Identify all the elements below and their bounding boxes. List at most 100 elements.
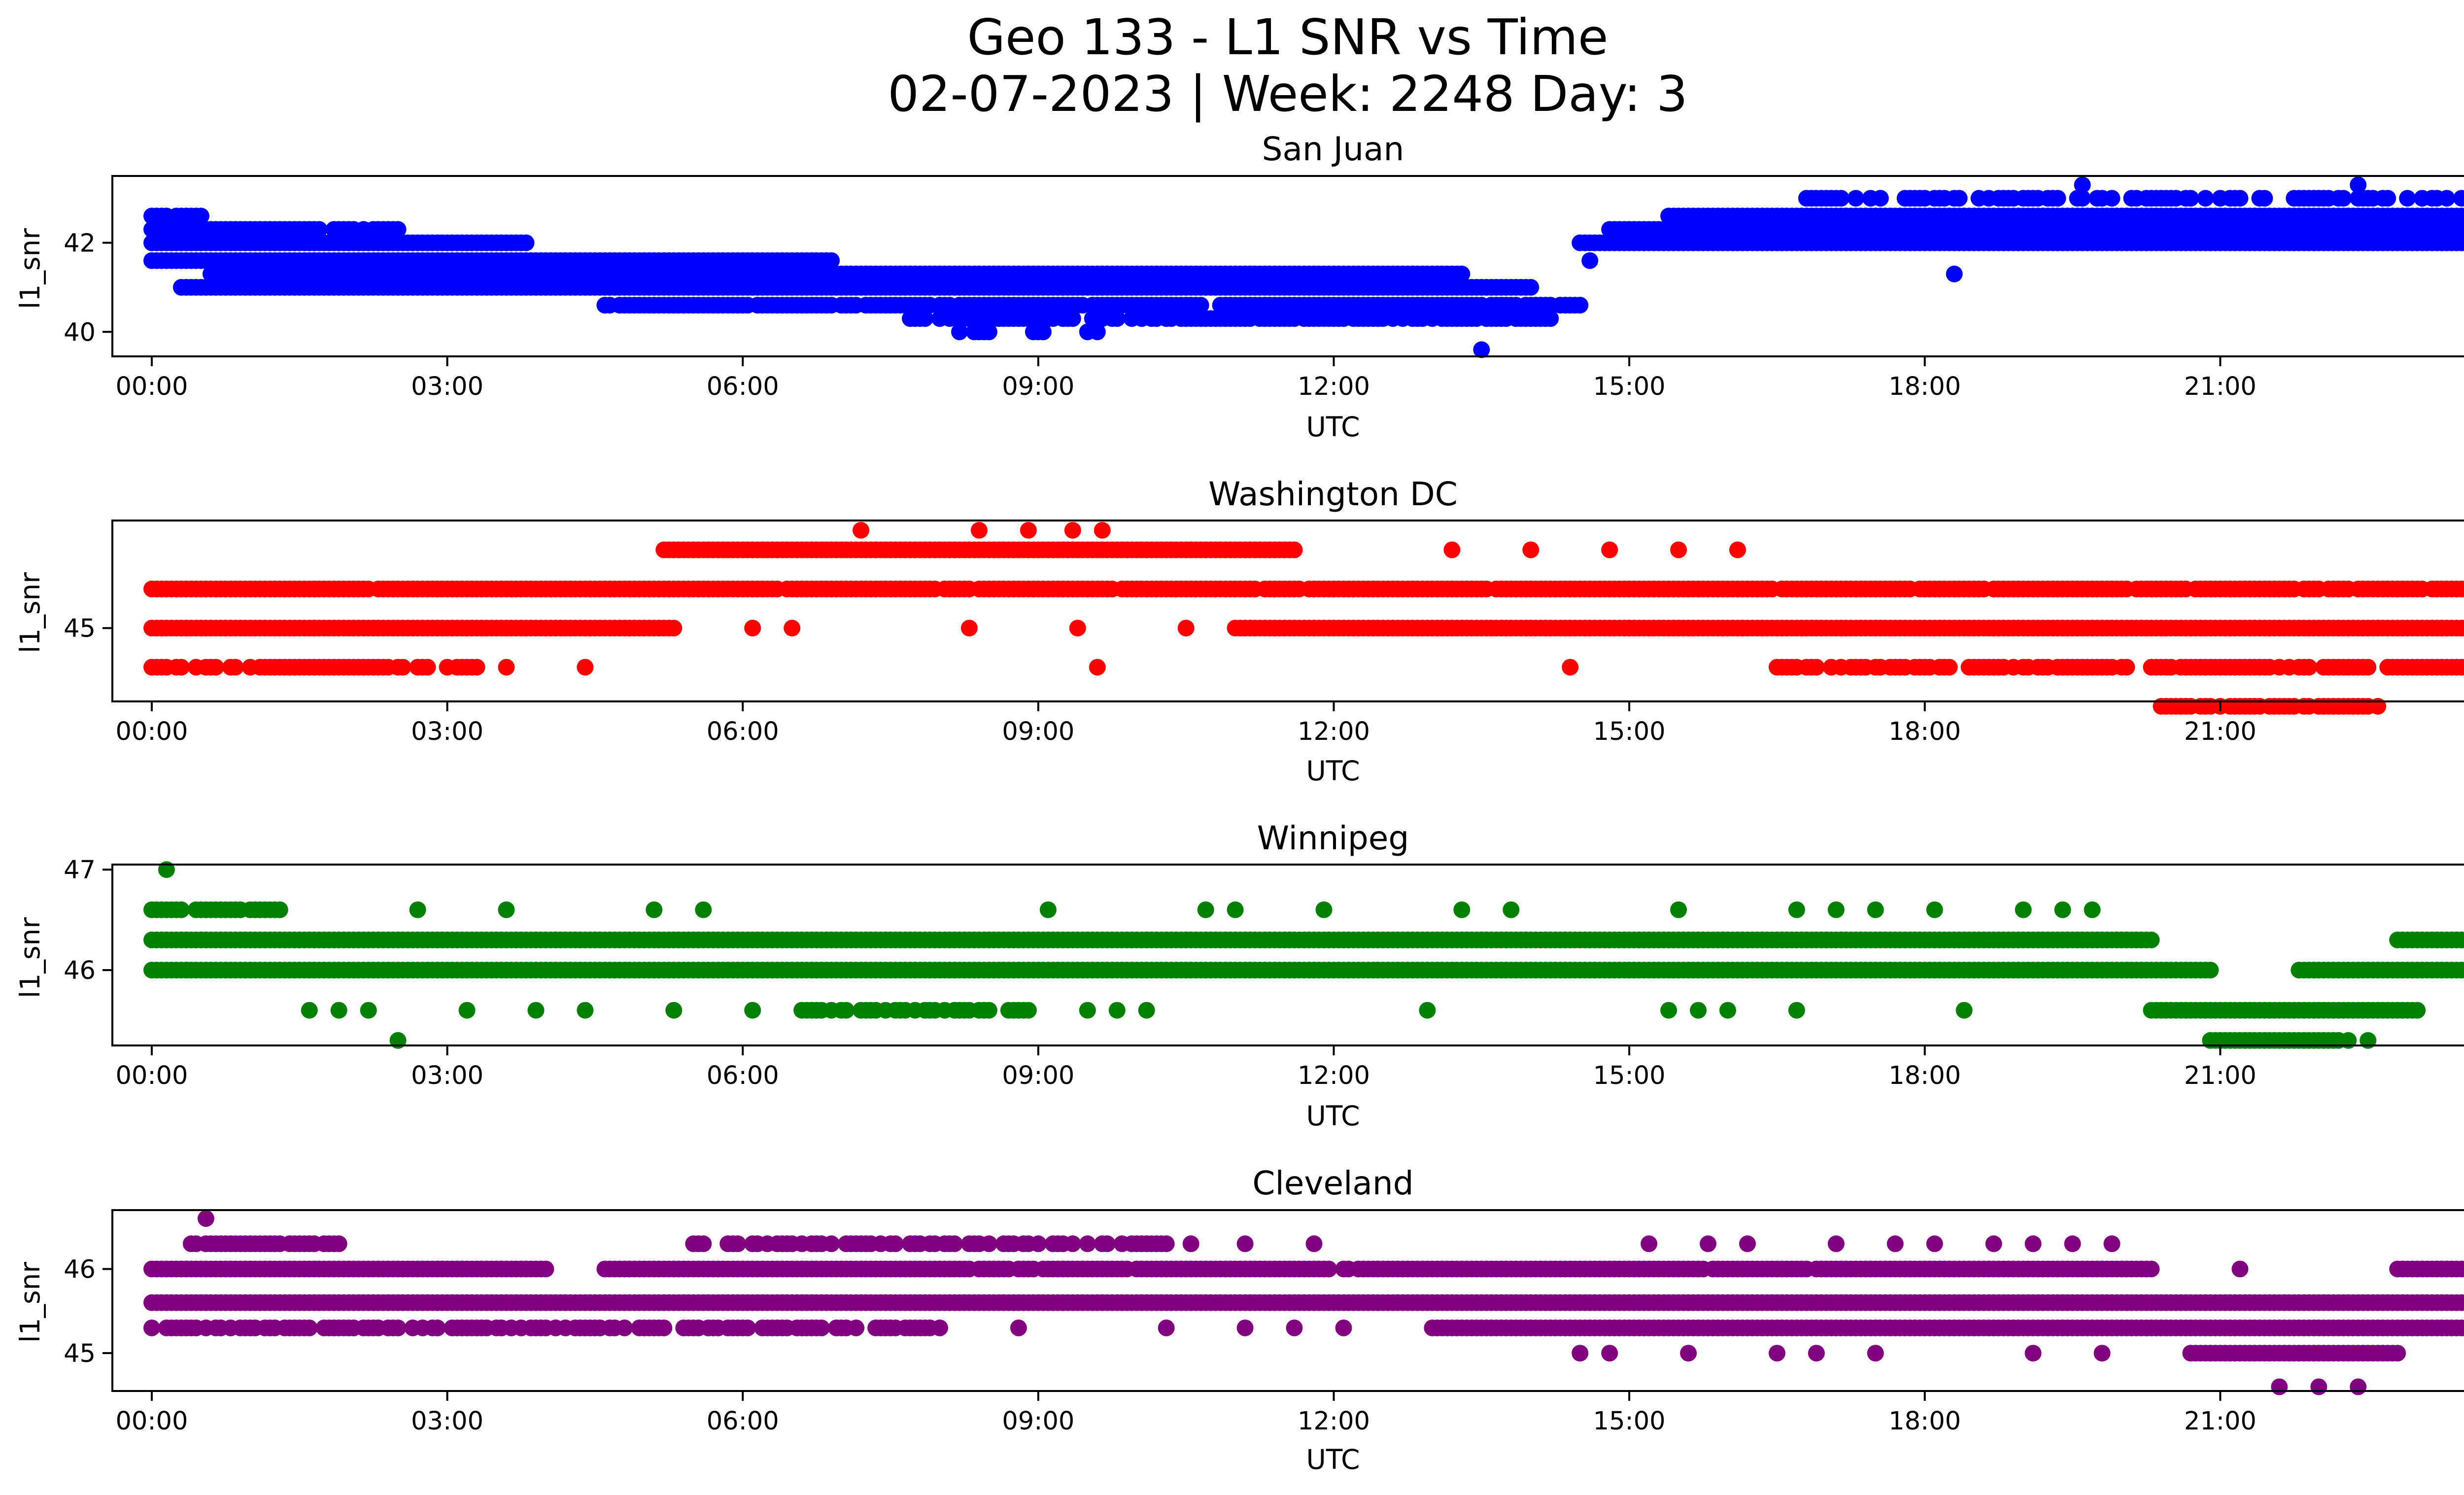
winnipeg-point (1020, 1002, 1037, 1019)
cleveland-point (887, 1235, 904, 1252)
x-tick-label: 09:00 (1002, 1061, 1074, 1090)
x-tick-label: 03:00 (411, 1061, 483, 1090)
san-juan-point (2103, 190, 2121, 207)
san-juan-point (2453, 190, 2464, 207)
san-juan-point (2438, 190, 2456, 207)
figure-title-line2: 02-07-2023 | Week: 2248 Day: 3 (888, 65, 1687, 123)
x-tick-label: 12:00 (1298, 372, 1370, 401)
san-juan-point (980, 323, 997, 341)
washington-dc-point (970, 522, 988, 539)
san-juan-point (517, 234, 535, 251)
winnipeg-point (838, 1002, 855, 1019)
x-tick-label: 21:00 (2184, 1061, 2257, 1090)
y-tick-label: 42 (64, 229, 96, 258)
washington-dc-point (1522, 541, 1540, 558)
washington-dc-point (1064, 522, 1081, 539)
y-tick-label: 45 (64, 614, 96, 643)
winnipeg-point (2458, 932, 2464, 948)
cleveland-point (1098, 1235, 1116, 1252)
x-tick-label: 12:00 (1298, 1061, 1370, 1090)
winnipeg-point (1079, 1002, 1096, 1019)
winnipeg-point (646, 901, 663, 918)
x-tick-label: 00:00 (115, 717, 188, 746)
san-juan-point (1872, 190, 1889, 207)
x-tick-label: 15:00 (1593, 717, 1666, 746)
y-axis-label: l1_snr (14, 917, 46, 998)
winnipeg-point (577, 1002, 594, 1019)
san-juan-point (310, 221, 328, 238)
winnipeg-point (1955, 1002, 1973, 1019)
cleveland-point (1079, 1235, 1096, 1252)
san-juan-point (2197, 190, 2214, 207)
figure-title-line1: Geo 133 - L1 SNR vs Time (967, 8, 1608, 66)
san-juan-point (951, 323, 968, 341)
washington-dc-point (1562, 659, 1579, 676)
cleveland-point (980, 1235, 997, 1252)
x-tick-label: 09:00 (1002, 717, 1074, 746)
data-points (143, 522, 2464, 715)
san-juan-point (1089, 323, 1106, 341)
data-points (143, 176, 2464, 358)
winnipeg-point (2458, 962, 2464, 978)
washington-dc-point (2458, 581, 2464, 597)
data-points (143, 861, 2464, 1049)
winnipeg-point (1788, 1002, 1805, 1019)
washington-dc-point (1177, 620, 1195, 637)
winnipeg-point (1419, 1002, 1436, 1019)
winnipeg-point (301, 1002, 318, 1019)
panel-title: Washington DC (1208, 475, 1458, 513)
san-juan-point (1581, 252, 1599, 269)
washington-dc-point (1089, 659, 1106, 676)
y-axis-label: l1_snr (14, 572, 46, 653)
washington-dc-point (2300, 659, 2318, 676)
washington-dc-point (2458, 620, 2464, 636)
winnipeg-point (1670, 901, 1687, 918)
winnipeg-point (172, 901, 190, 918)
washington-dc-point (665, 620, 683, 637)
winnipeg-point (330, 1002, 347, 1019)
panel-title: Winnipeg (1257, 819, 1409, 857)
winnipeg-point (271, 901, 288, 918)
san-juan-point (1572, 297, 1589, 314)
cleveland-point (1320, 1260, 1337, 1278)
washington-dc-point (2360, 659, 2377, 676)
x-tick-label: 18:00 (1888, 372, 1961, 401)
san-juan-point (2074, 176, 2091, 194)
winnipeg-point (2015, 901, 2032, 918)
washington-dc-point (744, 620, 761, 637)
panel-cleveland: Cleveland l1_snr UTC 00:00 03:00 06:00 09:0… (14, 1164, 2464, 1475)
winnipeg-point (744, 1002, 761, 1019)
winnipeg-point (360, 1002, 377, 1019)
san-juan-point (1064, 310, 1081, 327)
winnipeg-point (2084, 901, 2101, 918)
x-tick-label: 03:00 (411, 717, 483, 746)
x-tick-label: 00:00 (115, 1061, 188, 1090)
x-axis-label: UTC (1306, 1100, 1360, 1132)
winnipeg-point (1926, 901, 1943, 918)
y-axis-label: l1_snr (14, 1262, 46, 1343)
cleveland-point (1064, 1235, 1081, 1252)
san-juan-point (2350, 176, 2367, 194)
san-juan-point (917, 310, 933, 327)
y-axis-label: l1_snr (14, 228, 46, 309)
cleveland-point (1158, 1235, 1175, 1252)
cleveland-point (330, 1235, 347, 1252)
winnipeg-point (1227, 901, 1244, 918)
cleveland-point (823, 1235, 840, 1252)
y-tick-label: 40 (64, 318, 96, 347)
washington-dc-point (2118, 659, 2135, 676)
washington-dc-point (2458, 659, 2464, 675)
washington-dc-point (394, 659, 411, 676)
san-juan-point (823, 252, 840, 269)
washington-dc-point (1286, 541, 1303, 558)
san-juan-point (389, 221, 407, 238)
panel-title: San Juan (1262, 130, 1404, 168)
winnipeg-point (1197, 901, 1214, 918)
san-juan-point (2335, 190, 2352, 207)
winnipeg-point (2054, 901, 2071, 918)
winnipeg-point (1503, 901, 1520, 918)
san-juan-point (2074, 190, 2091, 207)
x-tick-label: 06:00 (707, 717, 779, 746)
washington-dc-point (1443, 541, 1461, 558)
washington-dc-point (172, 659, 190, 676)
